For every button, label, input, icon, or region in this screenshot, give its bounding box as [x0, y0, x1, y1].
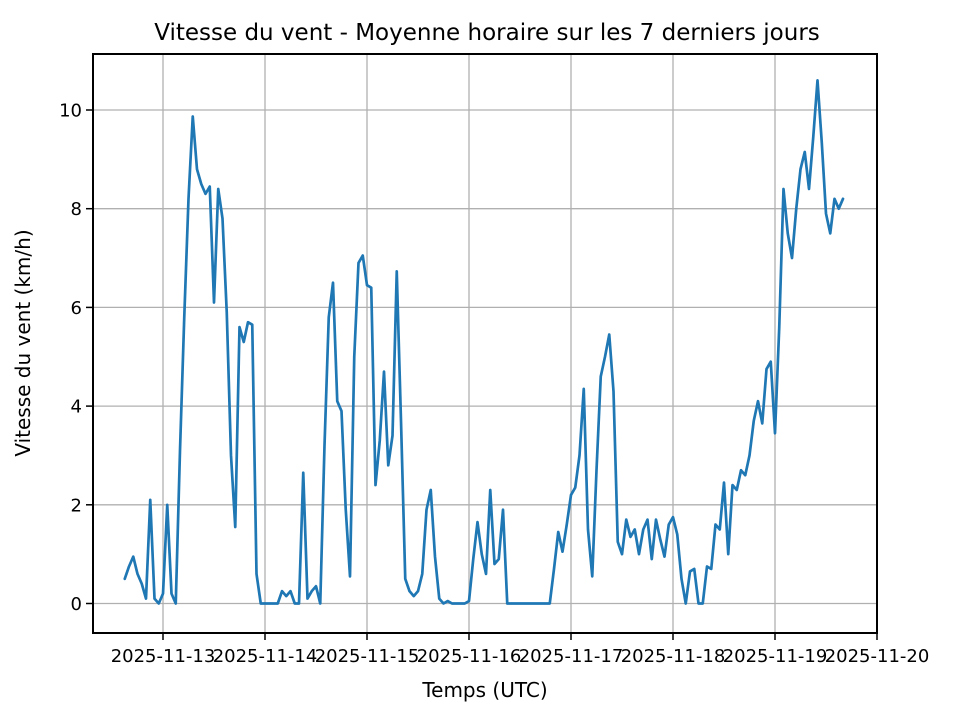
x-tick-label: 2025-11-13 [111, 646, 216, 667]
y-tick-label: 0 [71, 594, 82, 615]
axis-tick-labels: 2025-11-132025-11-142025-11-152025-11-16… [59, 101, 929, 668]
y-tick-label: 2 [71, 495, 82, 516]
x-axis-label: Temps (UTC) [421, 678, 547, 702]
axis-ticks [86, 109, 878, 640]
x-tick-label: 2025-11-19 [723, 646, 828, 667]
y-tick-label: 8 [71, 199, 82, 220]
y-tick-label: 10 [59, 101, 82, 122]
grid-lines [93, 54, 878, 633]
plot-frame [92, 53, 878, 634]
y-tick-label: 6 [71, 298, 82, 319]
x-tick-label: 2025-11-15 [315, 646, 420, 667]
wind-speed-series [123, 79, 845, 605]
x-tick-label: 2025-11-16 [417, 646, 522, 667]
x-tick-label: 2025-11-17 [519, 646, 624, 667]
axes-spines [92, 53, 878, 634]
x-tick-label: 2025-11-20 [825, 646, 930, 667]
chart-title: Vitesse du vent - Moyenne horaire sur le… [154, 20, 820, 46]
x-tick-label: 2025-11-14 [213, 646, 318, 667]
wind-speed-line [123, 79, 845, 605]
x-tick-label: 2025-11-18 [621, 646, 726, 667]
y-tick-label: 4 [71, 397, 82, 418]
y-axis-label: Vitesse du vent (km/h) [11, 229, 35, 456]
